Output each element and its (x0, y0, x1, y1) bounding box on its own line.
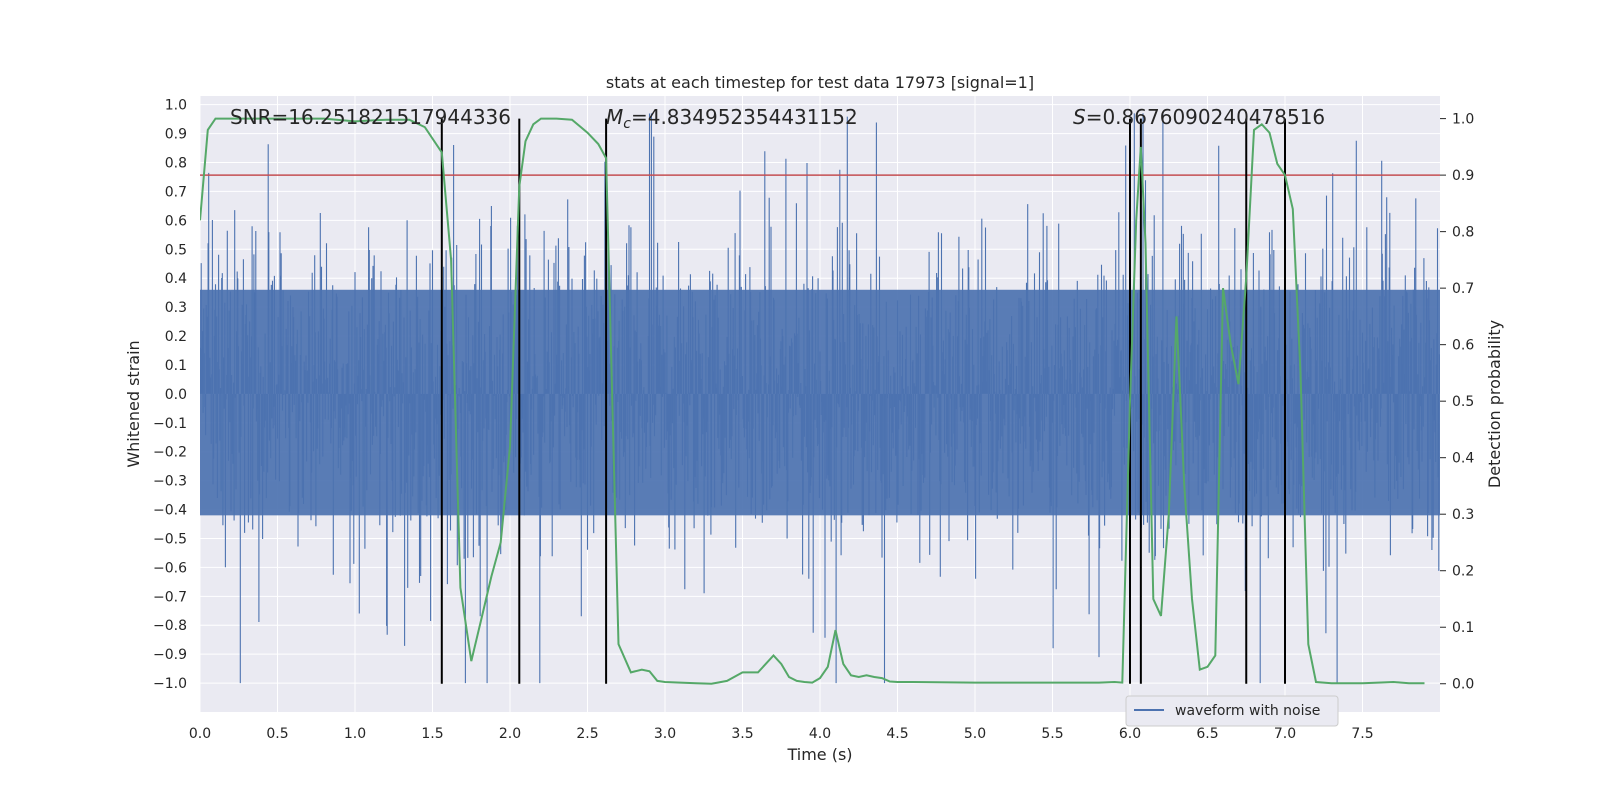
y-left-tick-label: −0.1 (153, 416, 187, 432)
chirp-mass-symbol: M (606, 105, 623, 129)
x-axis-label: Time (s) (786, 745, 852, 764)
y-left-tick-label: −0.7 (153, 589, 187, 605)
x-ticks: 0.0 0.5 1.0 1.5 2.0 2.5 3.0 3.5 4.0 4.5 5.0 5.5 6.0 6… (189, 726, 1374, 742)
chart-title: stats at each timestep for test data 179… (606, 73, 1034, 92)
x-tick-label: 3.5 (731, 726, 753, 742)
y-right-tick-label: 0.4 (1452, 451, 1474, 467)
x-tick-label: 1.0 (344, 726, 366, 742)
x-tick-label: 0.0 (189, 726, 211, 742)
probability-series (200, 117, 1425, 685)
y-right-tick-label: 0.8 (1452, 225, 1474, 241)
s-symbol: S (1073, 105, 1086, 129)
y-left-tick-label: −0.6 (153, 560, 187, 576)
y-left-tick-label: −1.0 (153, 676, 187, 692)
x-tick-label: 1.5 (421, 726, 443, 742)
legend-label: waveform with noise (1175, 703, 1320, 719)
y-right-tick-label: 0.3 (1452, 507, 1474, 523)
x-tick-label: 6.5 (1196, 726, 1218, 742)
y-right-tick-label: 0.6 (1452, 338, 1474, 354)
s-value: =0.8676090240478516 (1086, 105, 1325, 129)
s-annotation: S=0.8676090240478516 (1073, 105, 1325, 129)
y-right-tick-label: 0.7 (1452, 281, 1474, 297)
waveform-band (200, 289, 1440, 516)
x-tick-label: 2.0 (499, 726, 521, 742)
x-tick-label: 2.5 (576, 726, 598, 742)
y-left-tick-label: 0.6 (165, 213, 187, 229)
y-left-tick-label: 0.5 (165, 242, 187, 258)
chirp-mass-subscript: c (623, 116, 631, 132)
y-right-tick-label: 0.2 (1452, 564, 1474, 580)
y-right-tick-label: 1.0 (1452, 112, 1474, 128)
x-tick-label: 6.0 (1119, 726, 1141, 742)
snr-annotation: SNR=16.251821517944336 (230, 105, 511, 129)
chirp-mass-annotation: Mc=4.834952354431152 (606, 105, 858, 132)
y-left-tick-label: −0.4 (153, 503, 187, 519)
x-tick-label: 4.5 (886, 726, 908, 742)
x-tick-label: 3.0 (654, 726, 676, 742)
x-tick-label: 0.5 (266, 726, 288, 742)
legend-box (1125, 695, 1339, 727)
y-left-tick-label: −0.5 (153, 531, 187, 547)
legend: waveform with noise (1125, 695, 1339, 727)
y-right-tick-label: 0.5 (1452, 394, 1474, 410)
y-left-tick-label: 0.2 (165, 329, 187, 345)
x-tick-label: 5.0 (964, 726, 986, 742)
y-left-tick-label: 0.3 (165, 300, 187, 316)
y-left-tick-label: −0.9 (153, 647, 187, 663)
y-left-tick-label: 0.0 (165, 387, 187, 403)
y-left-ticks: 1.0 0.9 0.8 0.7 0.6 0.5 0.4 0.3 0.2 0.1 0.0 −0.1 −0.… (153, 98, 187, 692)
y-left-tick-label: 0.1 (165, 358, 187, 374)
y-left-axis-label: Whitened strain (124, 340, 143, 467)
y-left-tick-label: 1.0 (165, 98, 187, 114)
y-left-tick-label: −0.2 (153, 445, 187, 461)
y-left-tick-label: 0.9 (165, 127, 187, 143)
x-tick-label: 5.5 (1041, 726, 1063, 742)
chirp-mass-value: =4.834952354431152 (631, 105, 858, 129)
x-tick-label: 7.5 (1351, 726, 1373, 742)
y-left-tick-label: 0.8 (165, 156, 187, 172)
y-right-tick-label: 0.0 (1452, 677, 1474, 693)
detection-probability-line (200, 117, 1425, 685)
y-left-tick-label: 0.7 (165, 184, 187, 200)
y-right-ticks: 1.0 0.9 0.8 0.7 0.6 0.5 0.4 0.3 0.2 0.1 0.0 (1440, 112, 1474, 693)
y-left-tick-label: −0.8 (153, 618, 187, 634)
y-right-tick-label: 0.1 (1452, 620, 1474, 636)
waveform-series (200, 113, 1440, 684)
y-right-tick-label: 0.9 (1452, 168, 1474, 184)
x-tick-label: 4.0 (809, 726, 831, 742)
y-right-axis-label: Detection probability (1485, 320, 1504, 488)
x-tick-label: 7.0 (1274, 726, 1296, 742)
y-left-tick-label: 0.4 (165, 271, 187, 287)
y-left-tick-label: −0.3 (153, 474, 187, 490)
